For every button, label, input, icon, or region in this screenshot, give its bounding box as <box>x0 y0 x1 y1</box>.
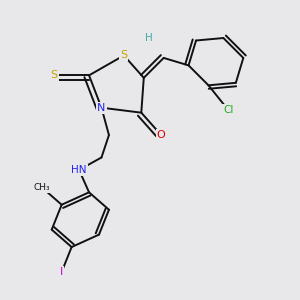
Text: H: H <box>145 33 153 43</box>
Text: I: I <box>60 267 63 277</box>
Text: CH₃: CH₃ <box>33 183 50 192</box>
Text: HN: HN <box>71 165 87 175</box>
Text: S: S <box>120 50 128 60</box>
Text: O: O <box>157 130 166 140</box>
Text: Cl: Cl <box>223 105 234 115</box>
Text: S: S <box>51 70 58 80</box>
Text: N: N <box>97 103 106 113</box>
